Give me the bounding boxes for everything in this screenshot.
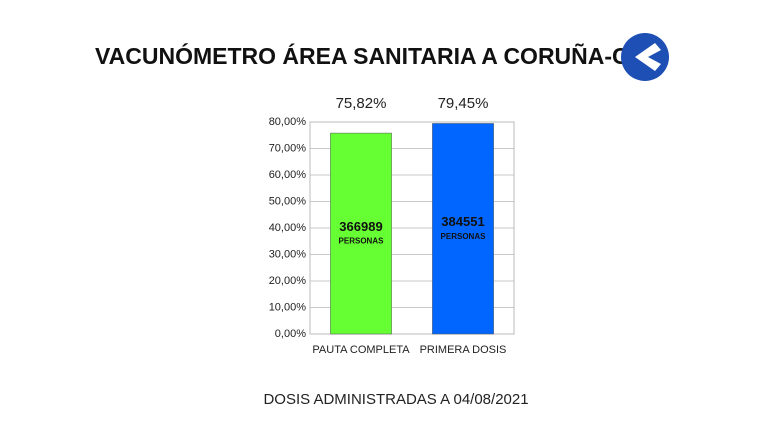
bar bbox=[330, 132, 392, 335]
y-tick-label: 20,00% bbox=[269, 275, 307, 287]
count-label: 366989 bbox=[339, 219, 382, 234]
x-tick-label: PRIMERA DOSIS bbox=[420, 344, 507, 356]
y-tick-label: 40,00% bbox=[269, 222, 307, 234]
y-tick-label: 10,00% bbox=[269, 301, 307, 313]
plot-border bbox=[309, 121, 515, 335]
chart-title: VACUNÓMETRO ÁREA SANITARIA A CORUÑA-CEE bbox=[95, 42, 659, 69]
value-label: 75,82% bbox=[336, 95, 387, 112]
y-tick-label: 70,00% bbox=[269, 142, 307, 154]
footer: DOSIS ADMINISTRADAS A 04/08/2021 bbox=[263, 391, 528, 408]
count-unit: PERSONAS bbox=[339, 237, 385, 246]
value-label: 79,45% bbox=[438, 95, 489, 112]
y-tick-label: 60,00% bbox=[269, 169, 307, 181]
y-tick-label: 50,00% bbox=[269, 195, 307, 207]
count-label: 384551 bbox=[441, 214, 484, 229]
y-tick-label: 0,00% bbox=[275, 328, 306, 340]
count-unit: PERSONAS bbox=[441, 232, 487, 241]
x-tick-label: PAUTA COMPLETA bbox=[312, 344, 410, 356]
y-tick-label: 30,00% bbox=[269, 248, 307, 260]
logo bbox=[621, 33, 669, 81]
y-tick-label: 80,00% bbox=[269, 116, 307, 128]
bar bbox=[432, 123, 494, 335]
